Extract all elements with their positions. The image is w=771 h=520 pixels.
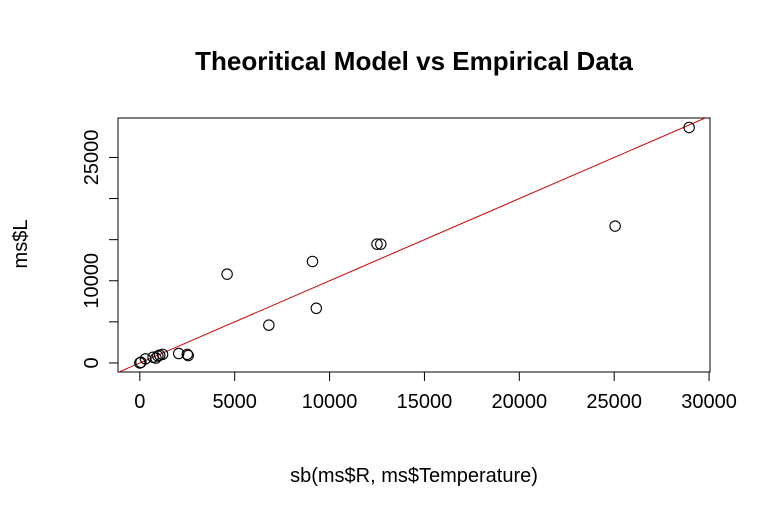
y-tick-label: 0 [81,357,103,368]
data-point [263,319,275,331]
y-axis-label: ms$L [10,220,32,269]
x-tick-label: 15000 [397,391,453,413]
data-point [310,302,323,315]
x-tick-label: 20000 [491,391,547,413]
x-axis-label: sb(ms$R, ms$Temperature) [290,465,538,487]
x-tick-label: 10000 [302,391,358,413]
data-point [683,121,695,134]
data-point [306,255,319,268]
reference-line-group [118,118,707,372]
data-point [156,348,169,361]
data-point [150,352,162,364]
y-tick-label: 10000 [81,253,103,309]
data-point [371,238,383,250]
y-tick-label: 25000 [81,130,103,186]
data-point [609,220,621,232]
plot-area: 0 5000 10000 15000 20000 25000 30000 0 10000 2500… [81,117,737,413]
chart-title: Theoritical Model vs Empirical Data [195,46,633,76]
x-tick-label: 5000 [212,391,257,413]
data-point [221,268,233,280]
x-tick-label: 30000 [681,391,737,413]
data-point [182,349,194,362]
x-tick-label: 25000 [586,391,642,413]
x-tick-label: 0 [134,391,145,413]
data-point [181,348,194,361]
data-point [375,238,387,250]
reference-line [118,118,707,372]
